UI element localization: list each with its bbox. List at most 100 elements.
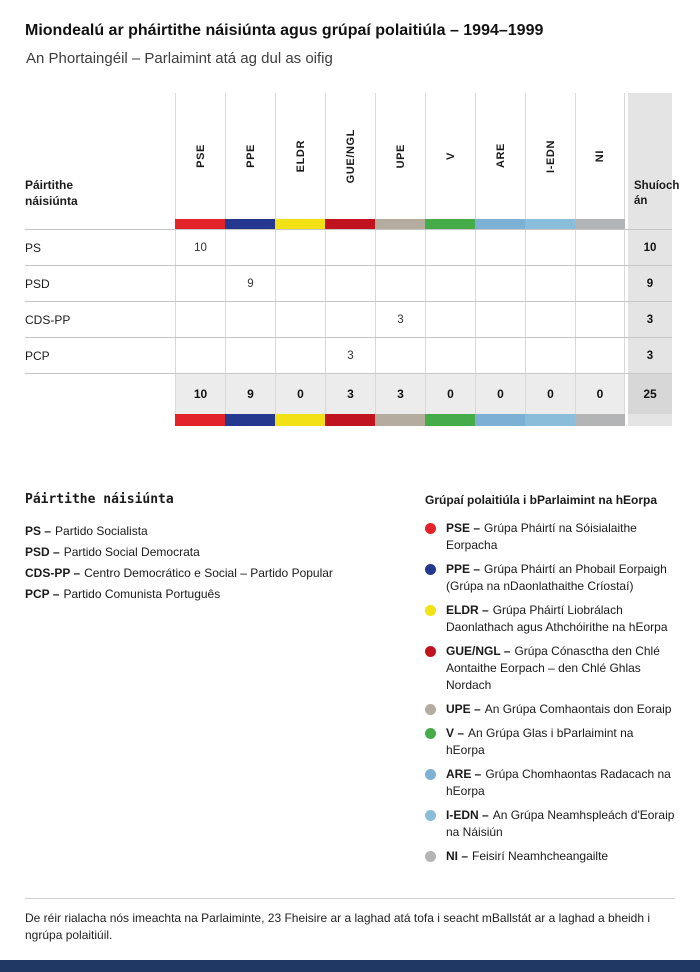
- footnote: De réir rialacha nós imeachta na Parlaim…: [25, 898, 675, 944]
- group-color-bar-ni: [575, 219, 625, 229]
- color-dot-icon: [425, 810, 436, 821]
- seat-cell: [275, 302, 325, 337]
- group-color-bar-iedn: [525, 219, 575, 229]
- legend-item: NI – Feisirí Neamhcheangailte: [425, 848, 675, 865]
- column-header-ni: NI: [575, 93, 625, 219]
- column-header-guengl: GUE/NGL: [325, 93, 375, 219]
- row-header-label: Páirtithe náisiúnta: [25, 178, 78, 208]
- legend-parties: Páirtithe náisiúnta PS – Partido Socialis…: [25, 492, 355, 872]
- group-color-bar-are: [475, 219, 525, 229]
- color-bar-row-bottom: [25, 414, 672, 426]
- group-color-bar-pse: [175, 414, 225, 426]
- legend-parties-title: Páirtithe náisiúnta: [25, 492, 174, 507]
- group-color-bar-v: [425, 414, 475, 426]
- total-cell: 10: [175, 374, 225, 414]
- seat-cell: [225, 338, 275, 373]
- legend-item: PS – Partido Socialista: [25, 524, 148, 538]
- table-row: PCP 3 3: [25, 337, 672, 373]
- seat-cell: [475, 338, 525, 373]
- group-color-bar-iedn: [525, 414, 575, 426]
- legend-item: V – An Grúpa Glas i bParlaimint na hEorpa: [425, 725, 675, 759]
- seat-cell: [575, 302, 625, 337]
- group-color-bar-upe: [375, 219, 425, 229]
- seat-cell: [325, 266, 375, 301]
- row-total-cell: 3: [625, 338, 672, 373]
- color-dot-icon: [425, 704, 436, 715]
- seat-cell: [175, 266, 225, 301]
- seat-cell: [225, 302, 275, 337]
- seat-cell: [275, 266, 325, 301]
- total-cell: 0: [425, 374, 475, 414]
- seat-cell: 3: [375, 302, 425, 337]
- legend-item: PSD – Partido Social Democrata: [25, 545, 200, 559]
- seat-cell: [375, 230, 425, 265]
- seat-cell: 3: [325, 338, 375, 373]
- color-dot-icon: [425, 646, 436, 657]
- seat-cell: 9: [225, 266, 275, 301]
- total-cell: 0: [275, 374, 325, 414]
- total-cell: 0: [525, 374, 575, 414]
- page-subtitle: An Phortaingéil – Parlaimint atá ag dul …: [26, 50, 333, 67]
- color-dot-icon: [425, 851, 436, 862]
- seat-cell: [275, 230, 325, 265]
- seat-cell: [275, 338, 325, 373]
- seat-cell: [575, 230, 625, 265]
- party-label: CDS-PP: [25, 312, 71, 327]
- group-color-bar-upe: [375, 414, 425, 426]
- row-total-cell: 9: [625, 266, 672, 301]
- seat-cell: [425, 266, 475, 301]
- party-label: PS: [25, 240, 42, 255]
- grand-total-cell: 25: [625, 374, 672, 414]
- color-dot-icon: [425, 523, 436, 534]
- totals-row: 10 9 0 3 3 0 0 0 0 25: [25, 373, 672, 414]
- seat-cell: [475, 302, 525, 337]
- column-header-upe: UPE: [375, 93, 425, 219]
- seats-table: Páirtithe náisiúnta PSE PPE ELDR GUE/NGL…: [25, 93, 679, 426]
- seat-cell: [175, 338, 225, 373]
- group-color-bar-v: [425, 219, 475, 229]
- legend-section: Páirtithe náisiúnta PS – Partido Socialis…: [25, 492, 675, 872]
- legend-groups: Grúpaí polaitiúla i bParlaimint na hEorp…: [425, 492, 675, 872]
- total-cell: 3: [325, 374, 375, 414]
- column-header-ppe: PPE: [225, 93, 275, 219]
- color-dot-icon: [425, 769, 436, 780]
- legend-groups-title: Grúpaí polaitiúla i bParlaimint na hEorp…: [425, 493, 658, 507]
- table-row: PS 10 10: [25, 229, 672, 265]
- color-dot-icon: [425, 605, 436, 616]
- seat-cell: [575, 266, 625, 301]
- row-total-cell: 3: [625, 302, 672, 337]
- seat-cell: [325, 302, 375, 337]
- color-dot-icon: [425, 728, 436, 739]
- legend-item: GUE/NGL – Grúpa Cónasctha den Chlé Aontai…: [425, 643, 675, 694]
- seat-cell: [525, 338, 575, 373]
- bottom-bar: [0, 960, 700, 972]
- group-color-bar-pse: [175, 219, 225, 229]
- row-total-cell: 10: [625, 230, 672, 265]
- party-label: PCP: [25, 348, 50, 363]
- legend-item: UPE – An Grúpa Comhaontais don Eoraip: [425, 701, 675, 718]
- table-header-row: Páirtithe náisiúnta PSE PPE ELDR GUE/NGL…: [25, 93, 679, 219]
- group-color-bar-eldr: [275, 219, 325, 229]
- page-title: Miondealú ar pháirtithe náisiúnta agus g…: [25, 22, 544, 39]
- legend-item: CDS-PP – Centro Democrático e Social – Pa…: [25, 566, 333, 580]
- seat-cell: [375, 338, 425, 373]
- total-cell: 9: [225, 374, 275, 414]
- seat-cell: [475, 266, 525, 301]
- seat-cell: 10: [175, 230, 225, 265]
- group-color-bar-ni: [575, 414, 625, 426]
- legend-item: PSE – Grúpa Pháirtí na Sóisialaithe Eorpa…: [425, 520, 675, 554]
- group-color-bar-guengl: [325, 219, 375, 229]
- seat-cell: [525, 230, 575, 265]
- seat-cell: [525, 302, 575, 337]
- seats-column-header: Shuíoch án: [625, 93, 679, 219]
- seat-cell: [325, 230, 375, 265]
- seat-cell: [525, 266, 575, 301]
- legend-item: PPE – Grúpa Pháirtí an Phobail Eorpaigh (…: [425, 561, 675, 595]
- column-header-v: V: [425, 93, 475, 219]
- column-header-iedn: I-EDN: [525, 93, 575, 219]
- seat-cell: [225, 230, 275, 265]
- column-header-eldr: ELDR: [275, 93, 325, 219]
- legend-item: ARE – Grúpa Chomhaontas Radacach na hEorp…: [425, 766, 675, 800]
- total-cell: 3: [375, 374, 425, 414]
